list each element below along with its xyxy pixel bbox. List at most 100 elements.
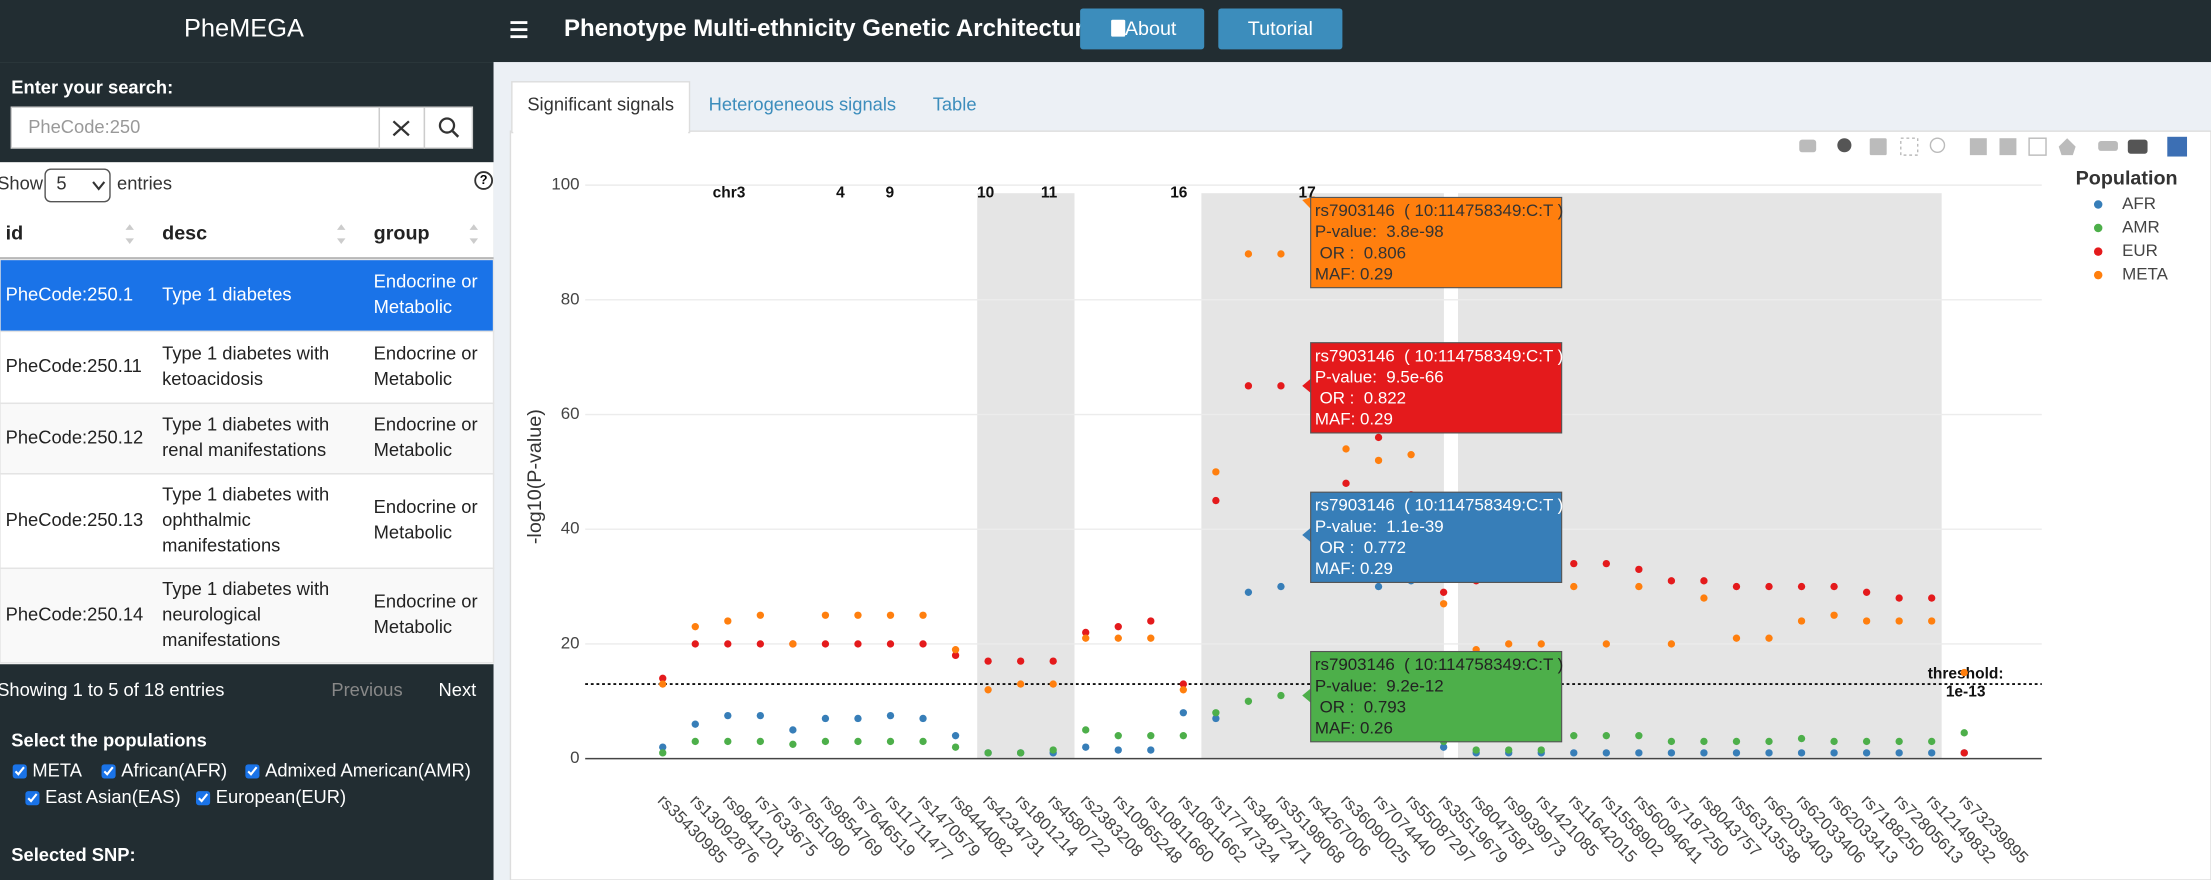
data-point[interactable] (1277, 250, 1285, 258)
data-point[interactable] (1602, 559, 1610, 568)
data-point[interactable] (1570, 582, 1578, 591)
data-point[interactable] (1960, 729, 1968, 737)
tab[interactable]: Heterogeneous signals (709, 94, 896, 115)
data-point[interactable] (1537, 640, 1545, 648)
data-point[interactable] (886, 611, 895, 619)
data-point[interactable] (756, 737, 765, 746)
data-point[interactable] (1797, 617, 1806, 625)
data-point[interactable] (789, 726, 797, 734)
data-point[interactable] (1960, 668, 1968, 677)
modebar-button[interactable] (1869, 138, 1887, 156)
data-point[interactable] (1147, 746, 1155, 754)
data-point[interactable] (1439, 600, 1448, 608)
data-point[interactable] (659, 674, 667, 682)
data-point[interactable] (659, 749, 667, 757)
data-point[interactable] (1016, 680, 1025, 688)
data-point[interactable] (1342, 445, 1350, 453)
modebar-button[interactable] (2167, 136, 2188, 157)
data-point[interactable] (1895, 737, 1903, 746)
data-point[interactable] (1212, 468, 1220, 476)
data-point[interactable] (1212, 709, 1220, 717)
data-point[interactable] (951, 645, 960, 654)
data-point[interactable] (1732, 582, 1741, 591)
search-button[interactable] (423, 106, 474, 149)
data-point[interactable] (1928, 749, 1936, 757)
data-point[interactable] (1667, 749, 1676, 757)
population-option[interactable]: East Asian(EAS) (45, 786, 180, 807)
data-point[interactable] (1016, 749, 1025, 757)
column-header[interactable]: group (374, 222, 430, 244)
data-point[interactable] (1862, 749, 1871, 757)
legend-label[interactable]: AMR (2122, 218, 2160, 237)
data-point[interactable] (1179, 686, 1188, 694)
table-row[interactable] (0, 402, 495, 475)
data-point[interactable] (886, 640, 895, 648)
data-point[interactable] (1667, 577, 1676, 585)
data-point[interactable] (1244, 697, 1253, 705)
data-point[interactable] (724, 640, 732, 648)
data-point[interactable] (1667, 640, 1676, 648)
modebar-button[interactable] (1999, 138, 2017, 156)
data-point[interactable] (1570, 732, 1578, 740)
data-point[interactable] (1049, 680, 1057, 688)
data-point[interactable] (1244, 588, 1253, 596)
tab[interactable]: Significant signals (527, 94, 674, 115)
legend-label[interactable]: META (2122, 265, 2168, 284)
data-point[interactable] (1570, 749, 1578, 757)
legend-marker[interactable] (2093, 270, 2103, 280)
data-point[interactable] (821, 714, 830, 723)
data-point[interactable] (1374, 433, 1383, 442)
data-point[interactable] (854, 611, 862, 619)
data-point[interactable] (1700, 577, 1708, 585)
modebar-button[interactable] (1799, 139, 1817, 153)
data-point[interactable] (984, 749, 992, 757)
data-point[interactable] (951, 651, 960, 660)
data-point[interactable] (1114, 623, 1122, 631)
data-point[interactable] (1732, 634, 1741, 642)
data-point[interactable] (724, 711, 732, 720)
data-point[interactable] (1700, 737, 1708, 746)
table-row[interactable] (0, 330, 495, 405)
data-point[interactable] (724, 617, 732, 625)
data-point[interactable] (821, 640, 830, 648)
data-point[interactable] (1277, 382, 1285, 390)
entries-value[interactable]: 5 (56, 173, 66, 194)
data-point[interactable] (984, 657, 992, 665)
legend-marker[interactable] (2093, 247, 2103, 256)
data-point[interactable] (854, 640, 862, 648)
table-row[interactable] (0, 473, 495, 570)
modebar-button[interactable] (1837, 138, 1852, 153)
data-point[interactable] (1602, 640, 1610, 648)
data-point[interactable] (919, 737, 927, 746)
active-tab[interactable] (511, 81, 691, 134)
population-option[interactable]: European(EUR) (216, 786, 346, 807)
column-header[interactable]: id (6, 222, 24, 244)
data-point[interactable] (1797, 734, 1806, 743)
pagination-previous[interactable]: Previous (331, 679, 402, 700)
data-point[interactable] (1439, 588, 1448, 596)
modebar-button[interactable] (2098, 141, 2118, 151)
data-point[interactable] (919, 611, 927, 619)
entries-select[interactable] (44, 168, 111, 203)
data-point[interactable] (1114, 732, 1122, 740)
data-point[interactable] (886, 737, 895, 746)
modebar-button[interactable] (2127, 139, 2148, 154)
data-point[interactable] (821, 611, 830, 619)
data-point[interactable] (1505, 640, 1513, 648)
data-point[interactable] (691, 720, 699, 728)
data-point[interactable] (1277, 691, 1285, 700)
data-point[interactable] (1147, 732, 1155, 740)
data-point[interactable] (1212, 496, 1220, 505)
data-point[interactable] (1179, 709, 1188, 717)
data-point[interactable] (1700, 594, 1708, 602)
data-point[interactable] (1895, 617, 1903, 625)
data-point[interactable] (1635, 565, 1643, 574)
modebar-button[interactable] (2028, 137, 2047, 156)
data-point[interactable] (854, 737, 862, 746)
data-point[interactable] (1635, 582, 1643, 591)
data-point[interactable] (659, 743, 667, 751)
population-option[interactable]: META (32, 759, 82, 780)
data-point[interactable] (1635, 732, 1643, 740)
data-point[interactable] (1667, 737, 1676, 746)
data-point[interactable] (756, 711, 765, 720)
